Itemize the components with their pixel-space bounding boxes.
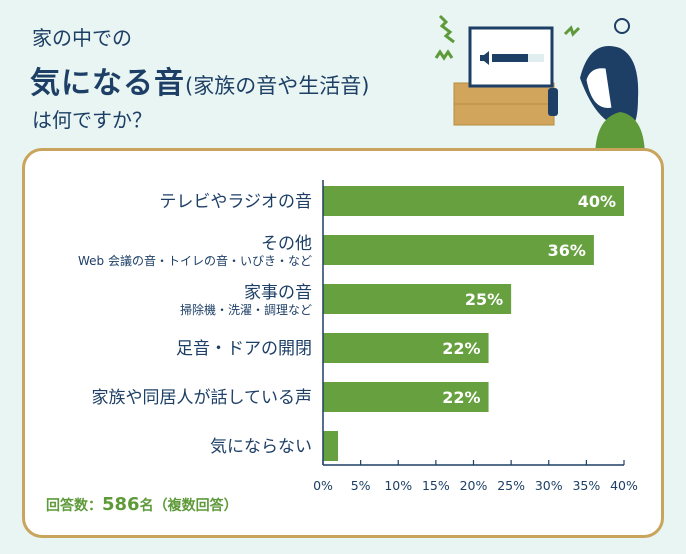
tick-label: 30% [535,478,563,493]
value-label: 22% [442,388,480,407]
tick-label: 5% [351,478,371,493]
title-main: 気になる音 [30,66,185,101]
category-label: その他 [261,234,312,254]
noise-zigzag-icon [438,14,455,44]
count-suffix: 名（複数回答） [139,498,238,514]
noise-zigzag-icon [563,25,581,37]
tick-label: 15% [422,478,450,493]
tick-label: 25% [497,478,525,493]
title-line2: 気になる音(家族の音や生活音) [30,58,369,102]
noise-zigzag-icon [434,49,454,61]
tv-woman-illustration [434,14,645,158]
value-label: 22% [442,339,480,358]
bar [323,382,489,412]
category-label: 家事の音 [244,283,312,303]
tick-label: 0% [313,478,333,493]
count-prefix: 回答数： [46,498,102,514]
category-label: 気にならない [210,437,312,457]
value-label: 2% [344,437,371,456]
value-label: 25% [465,290,503,309]
respondent-count: 回答数：586名（複数回答） [46,494,238,515]
tick-label: 40% [610,478,638,493]
value-label: 40% [578,192,616,211]
category-label: 足音・ドアの開閉 [176,339,312,359]
category-sublabel: 掃除機・洗濯・調理など [180,302,312,317]
woman-face [585,67,613,109]
category-sublabel: Web 会議の音・トイレの音・いびき・など [78,253,312,268]
remote-icon [548,88,558,116]
woman-body [595,112,645,158]
tick-label: 10% [384,478,412,493]
category-label: 家族や同居人が話している声 [92,388,313,408]
bar [323,284,512,314]
bar [323,431,339,461]
title-line3: は何ですか？ [32,108,152,132]
speaker-icon [480,51,489,65]
tick-label: 20% [460,478,488,493]
volume-bar [492,54,528,62]
bar [323,186,624,216]
value-label: 36% [548,241,586,260]
title-sub: (家族の音や生活音) [185,74,370,98]
count-value: 586 [102,494,140,515]
dizzy-icon [614,18,630,34]
tick-label: 35% [572,478,600,493]
bar [323,333,489,363]
category-label: テレビやラジオの音 [159,192,312,212]
title-line1: 家の中での [32,26,132,50]
bar [323,235,594,265]
